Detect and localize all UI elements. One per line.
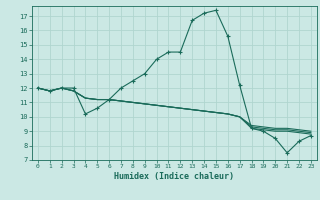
X-axis label: Humidex (Indice chaleur): Humidex (Indice chaleur) bbox=[115, 172, 234, 181]
